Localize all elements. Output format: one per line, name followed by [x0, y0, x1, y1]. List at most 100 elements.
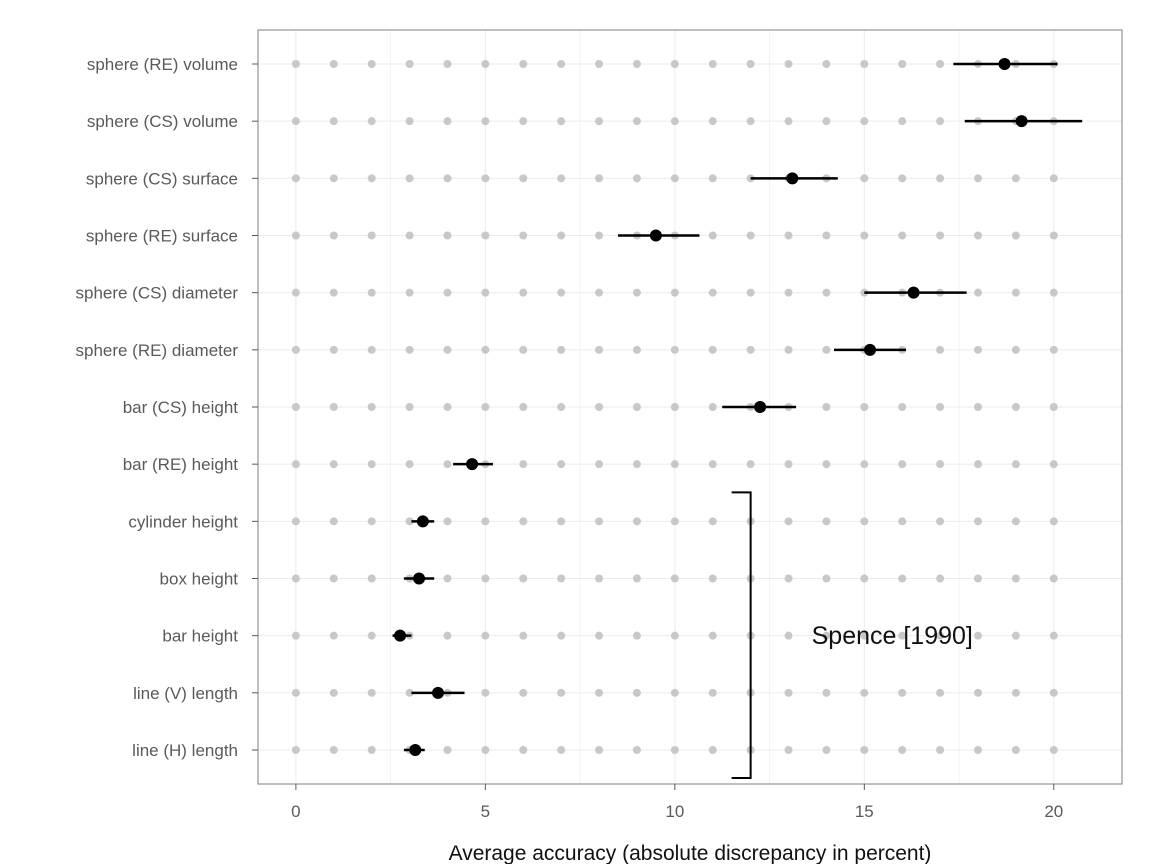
background-dot — [784, 631, 793, 640]
background-dot — [1049, 460, 1058, 469]
background-dot — [291, 403, 300, 412]
x-tick-label: 0 — [291, 802, 300, 821]
background-dot — [519, 517, 528, 526]
background-dot — [632, 688, 641, 697]
background-dot — [1049, 174, 1058, 183]
background-dot — [898, 60, 907, 68]
y-tick-label: line (H) length — [132, 741, 238, 760]
background-dot — [367, 746, 376, 755]
data-point — [416, 515, 429, 528]
background-dot — [291, 517, 300, 526]
y-axis: sphere (RE) volume sphere (CS) volume sphe… — [75, 55, 258, 760]
background-dot — [1011, 746, 1020, 755]
background-dot — [443, 288, 452, 297]
background-dot — [329, 231, 338, 240]
background-dot — [595, 517, 604, 526]
data-point — [466, 458, 479, 471]
background-dot — [860, 574, 869, 583]
background-dot — [405, 460, 414, 469]
background-dot — [443, 345, 452, 354]
data-point — [413, 572, 426, 585]
background-dot — [670, 403, 679, 412]
background-dot — [670, 688, 679, 697]
background-dot — [822, 345, 831, 354]
background-dot — [784, 574, 793, 583]
background-dot — [936, 117, 945, 126]
background-dot — [367, 174, 376, 183]
background-dot — [595, 345, 604, 354]
background-dot — [557, 574, 566, 583]
data-point — [754, 401, 767, 414]
background-dot — [936, 345, 945, 354]
background-dot — [481, 631, 490, 640]
background-dot — [708, 574, 717, 583]
background-dot — [708, 631, 717, 640]
data-point — [998, 58, 1011, 70]
y-tick-label: box height — [160, 570, 239, 589]
background-dot — [405, 345, 414, 354]
background-dot — [708, 117, 717, 126]
data-points — [394, 58, 1028, 757]
background-dot — [1049, 403, 1058, 412]
background-dot — [708, 746, 717, 755]
background-dot — [329, 688, 338, 697]
background-dot — [632, 746, 641, 755]
background-dot — [329, 345, 338, 354]
annotation: Spence [1990] — [731, 491, 973, 779]
background-dot — [974, 174, 982, 183]
background-dot — [670, 117, 679, 126]
background-dot — [1011, 231, 1020, 240]
background-dot — [936, 631, 945, 640]
background-dot — [595, 403, 604, 412]
background-dot — [974, 574, 982, 583]
background-dot — [708, 688, 717, 697]
background-dot — [822, 688, 831, 697]
background-dot — [291, 288, 300, 297]
background-dot — [1049, 746, 1058, 755]
background-dot — [405, 688, 414, 697]
background-dot — [443, 174, 452, 183]
y-tick-label: bar (CS) height — [123, 398, 239, 417]
background-dot — [291, 746, 300, 755]
background-dot — [481, 517, 490, 526]
background-dot — [291, 688, 300, 697]
background-dot — [860, 631, 869, 640]
background-dot — [632, 517, 641, 526]
background-dot — [974, 345, 982, 354]
background-dot — [974, 231, 982, 240]
background-dot — [557, 288, 566, 297]
background-dot — [708, 460, 717, 469]
background-dot — [519, 403, 528, 412]
background-dot — [1049, 631, 1058, 640]
background-dot — [974, 403, 982, 412]
background-dot — [974, 517, 982, 526]
background-dot — [670, 174, 679, 183]
background-dot — [632, 403, 641, 412]
background-dot — [443, 574, 452, 583]
background-dot — [405, 288, 414, 297]
background-dot — [481, 288, 490, 297]
background-dot — [367, 460, 376, 469]
background-dot — [822, 60, 831, 68]
background-dot — [746, 288, 755, 297]
data-point — [907, 286, 920, 299]
background-dot — [670, 517, 679, 526]
background-dot — [708, 517, 717, 526]
background-dot — [784, 60, 793, 68]
background-dot — [936, 174, 945, 183]
background-dot — [670, 574, 679, 583]
background-dot — [367, 345, 376, 354]
data-point — [432, 686, 444, 699]
background-dot — [822, 746, 831, 755]
background-dot — [632, 60, 641, 68]
background-dot — [291, 231, 300, 240]
background-dot — [595, 746, 604, 755]
background-dot — [519, 60, 528, 68]
background-dot — [632, 631, 641, 640]
background-dot — [1011, 403, 1020, 412]
background-dot — [443, 517, 452, 526]
background-dot — [595, 174, 604, 183]
background-dot — [632, 345, 641, 354]
background-dot — [329, 517, 338, 526]
background-dot — [898, 517, 907, 526]
